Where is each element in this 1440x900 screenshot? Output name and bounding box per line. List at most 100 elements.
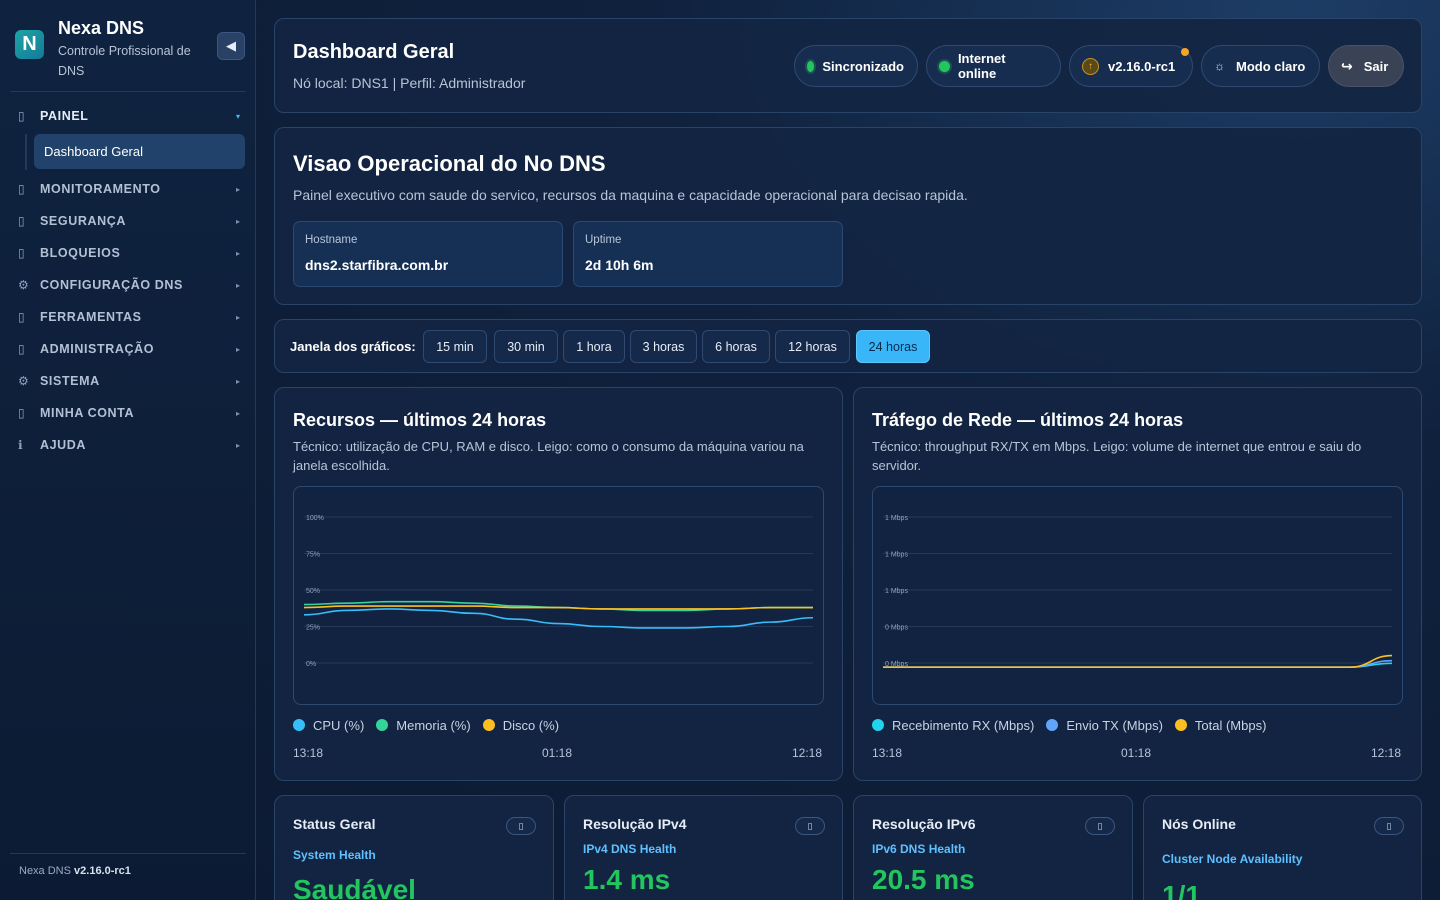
theme-toggle-label: Modo claro xyxy=(1236,58,1306,74)
sidebar-item-configuracao-dns[interactable]: ⚙ CONFIGURAÇÃO DNS ▸ xyxy=(18,272,240,298)
chevron-right-icon: ▸ xyxy=(235,248,240,258)
window-option-12h[interactable]: 12 horas xyxy=(775,330,850,363)
window-option-24h[interactable]: 24 horas xyxy=(856,330,930,363)
stat-value: Saudável xyxy=(293,874,416,900)
stat-value: 20.5 ms xyxy=(872,864,975,895)
y-tick-label: 75% xyxy=(306,552,320,559)
legend-item-memoria[interactable]: Memoria (%) xyxy=(376,718,471,733)
sidebar-footer-divider xyxy=(10,853,246,854)
network-chart-legend: Recebimento RX (Mbps) Envio TX (Mbps) To… xyxy=(872,717,1278,733)
chevron-right-icon: ▸ xyxy=(235,312,240,322)
series-line-1 xyxy=(882,659,1393,668)
network-chart-card: Tráfego de Rede — últimos 24 horas Técni… xyxy=(853,387,1422,781)
legend-item-total[interactable]: Total (Mbps) xyxy=(1174,717,1267,733)
network-chart-subtitle: Técnico: throughput RX/TX em Mbps. Leigo… xyxy=(872,439,1362,473)
sidebar-item-monitoramento[interactable]: ▯ MONITORAMENTO ▸ xyxy=(18,176,240,202)
resources-chart-svg: 100% 75% 50% 25% 0% xyxy=(303,515,814,668)
sidebar-item-label: AJUDA xyxy=(40,438,87,452)
sidebar-item-administracao[interactable]: ▯ ADMINISTRAÇÃO ▸ xyxy=(18,336,240,362)
sidebar-item-label: PAINEL xyxy=(40,109,89,123)
tools-icon: ▯ xyxy=(18,310,25,324)
health-icon: ▯ xyxy=(506,817,536,835)
sidebar-item-label: MINHA CONTA xyxy=(40,406,135,420)
chevron-right-icon: ▸ xyxy=(235,440,240,450)
sidebar-item-label: SEGURANÇA xyxy=(40,214,126,228)
sidebar-item-label: ADMINISTRAÇÃO xyxy=(40,342,155,356)
x-tick-label: 01:18 xyxy=(542,746,573,760)
sidebar-item-painel[interactable]: ▯ PAINEL ▾ xyxy=(18,103,240,129)
chevron-left-icon: ◀ xyxy=(226,38,236,53)
sidebar-item-seguranca[interactable]: ▯ SEGURANÇA ▸ xyxy=(18,208,240,234)
footer-app-name: Nexa DNS xyxy=(19,865,71,877)
collapse-sidebar-button[interactable]: ◀ xyxy=(217,32,245,60)
sidebar-item-ajuda[interactable]: ℹ AJUDA ▸ xyxy=(18,432,240,458)
page-title: Dashboard Geral xyxy=(293,41,455,63)
x-tick-label: 12:18 xyxy=(1371,746,1402,760)
uptime-label: Uptime xyxy=(585,234,622,246)
sidebar-item-minha-conta[interactable]: ▯ MINHA CONTA ▸ xyxy=(18,400,240,426)
legend-swatch xyxy=(1046,719,1059,731)
legend-swatch xyxy=(482,719,495,731)
dashboard-icon: ▯ xyxy=(18,109,25,123)
legend-label: Disco (%) xyxy=(502,717,560,733)
window-option-3h[interactable]: 3 horas xyxy=(630,330,697,363)
notification-dot-icon xyxy=(1181,48,1189,56)
chevron-down-icon: ▾ xyxy=(235,111,240,121)
status-dot-icon xyxy=(807,60,815,72)
legend-swatch xyxy=(1174,719,1187,731)
info-icon: ℹ xyxy=(18,438,23,452)
resources-chart-plot: 100% 75% 50% 25% 0% xyxy=(293,486,824,705)
version-button[interactable]: ↑ v2.16.0-rc1 xyxy=(1069,45,1193,87)
block-icon: ▯ xyxy=(18,246,25,260)
legend-item-tx[interactable]: Envio TX (Mbps) xyxy=(1046,718,1163,733)
y-tick-label: 0% xyxy=(306,661,316,668)
sidebar-subitem-dashboard-geral[interactable]: Dashboard Geral xyxy=(34,134,245,169)
internet-status-badge: Internet online xyxy=(926,45,1061,87)
y-tick-label: 1 Mbps xyxy=(885,552,908,559)
stat-subtitle: Cluster Node Availability xyxy=(1162,852,1303,866)
stat-card-nos-online: Nós Online ▯ Cluster Node Availability 1… xyxy=(1143,795,1422,900)
chevron-right-icon: ▸ xyxy=(235,408,240,418)
legend-label: Envio TX (Mbps) xyxy=(1066,717,1163,733)
dns-icon: ▯ xyxy=(1085,817,1115,835)
stat-value: 1.4 ms xyxy=(583,864,671,895)
sidebar-item-bloqueios[interactable]: ▯ BLOQUEIOS ▸ xyxy=(18,240,240,266)
series-line-0 xyxy=(303,608,814,629)
sidebar-item-label: CONFIGURAÇÃO DNS xyxy=(40,278,183,292)
gear-icon: ⚙ xyxy=(18,374,29,388)
x-tick-label: 13:18 xyxy=(293,746,324,760)
legend-item-rx[interactable]: Recebimento RX (Mbps) xyxy=(872,718,1034,733)
legend-item-disco[interactable]: Disco (%) xyxy=(482,717,560,733)
window-option-30min[interactable]: 30 min xyxy=(494,330,558,363)
logout-icon: ↪ xyxy=(1341,57,1353,74)
sidebar-item-ferramentas[interactable]: ▯ FERRAMENTAS ▸ xyxy=(18,304,240,330)
stat-subtitle: System Health xyxy=(293,848,376,862)
nexa-logo-icon: N xyxy=(15,30,44,59)
sidebar-item-label: SISTEMA xyxy=(40,374,100,388)
logout-button[interactable]: ↪ Sair xyxy=(1328,45,1404,87)
legend-swatch xyxy=(293,719,305,731)
page-subtitle: Nó local: DNS1 | Perfil: Administrador xyxy=(293,75,526,91)
internet-status-label: Internet online xyxy=(957,51,1006,81)
hostname-value: dns2.starfibra.com.br xyxy=(305,257,449,273)
stat-title: Nós Online xyxy=(1162,816,1236,832)
legend-item-cpu[interactable]: CPU (%) xyxy=(293,718,364,733)
theme-toggle-button[interactable]: ☼ Modo claro xyxy=(1201,45,1320,87)
sidebar-divider xyxy=(10,91,246,92)
brand-name: Nexa DNS xyxy=(58,18,145,38)
stat-subtitle: IPv6 DNS Health xyxy=(872,842,966,856)
y-tick-label: 1 Mbps xyxy=(885,588,908,595)
cluster-icon: ▯ xyxy=(1374,817,1404,835)
overview-card: Visao Operacional do No DNS Painel execu… xyxy=(274,127,1422,305)
resources-chart-title: Recursos — últimos 24 horas xyxy=(293,410,547,430)
window-option-1h[interactable]: 1 hora xyxy=(563,330,625,363)
legend-label: Total (Mbps) xyxy=(1194,717,1267,733)
version-label: v2.16.0-rc1 xyxy=(1108,58,1176,74)
y-tick-label: 25% xyxy=(306,625,320,632)
stat-subtitle: IPv4 DNS Health xyxy=(583,842,677,856)
window-option-15min[interactable]: 15 min xyxy=(423,330,487,363)
gear-icon: ⚙ xyxy=(18,278,29,292)
sidebar-item-sistema[interactable]: ⚙ SISTEMA ▸ xyxy=(18,368,240,394)
x-tick-label: 12:18 xyxy=(792,746,823,760)
window-option-6h[interactable]: 6 horas xyxy=(702,330,770,363)
